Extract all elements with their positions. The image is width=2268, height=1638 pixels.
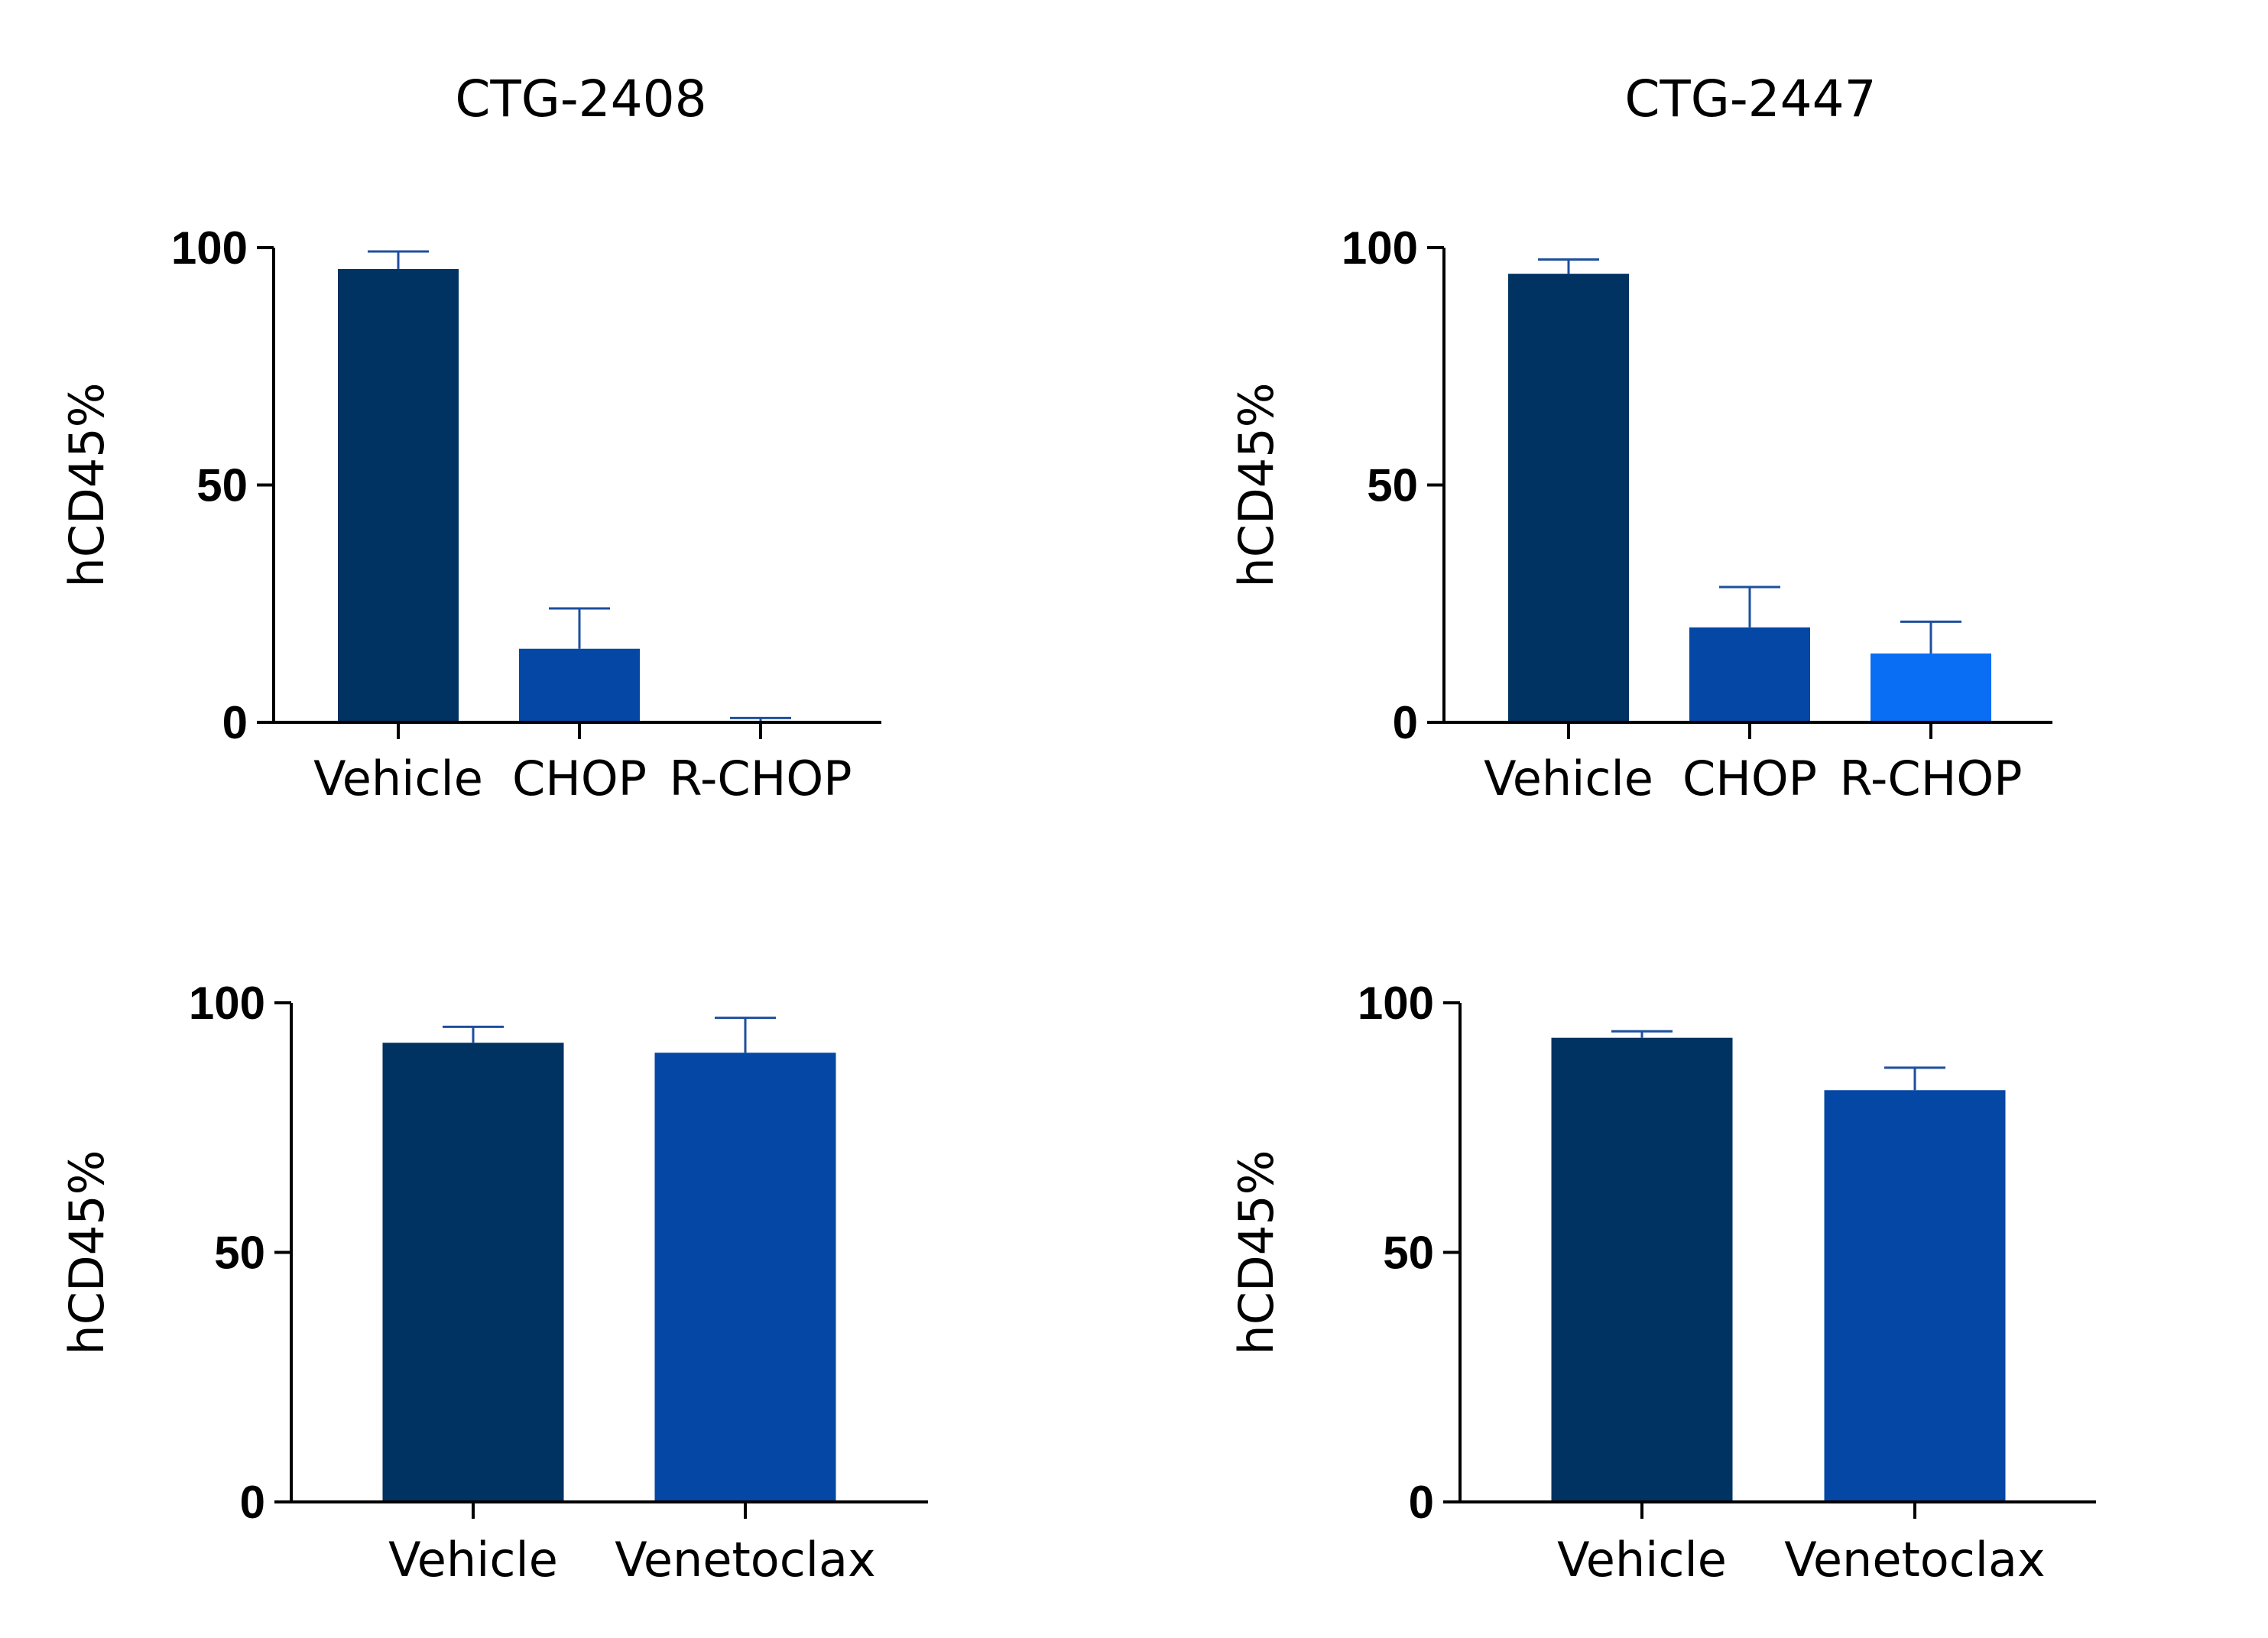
- column-title-left: CTG-2408: [455, 70, 706, 128]
- y-tick-label: 100: [171, 222, 248, 274]
- bar-venetoclax: [654, 1053, 836, 1502]
- x-tick-label-r-chop: R-CHOP: [1839, 751, 2022, 806]
- x-tick-label-vehicle: Vehicle: [388, 1532, 558, 1588]
- bar-r-chop: [1871, 653, 1991, 722]
- chart-panel-ctg2408-venetoclax: 0 50 100 Vehicle Venetoclax hCD45%: [59, 978, 928, 1588]
- y-tick-label: 50: [214, 1228, 265, 1279]
- y-tick-label: 50: [196, 460, 248, 511]
- bar-vehicle: [382, 1043, 564, 1502]
- bar-vehicle: [338, 268, 459, 722]
- y-tick-label: 50: [1383, 1228, 1434, 1279]
- x-tick-label-vehicle: Vehicle: [1557, 1532, 1727, 1588]
- x-tick-label-vehicle: Vehicle: [1484, 751, 1653, 806]
- chart-panel-ctg2447-venetoclax: 0 50 100 Vehicle Venetoclax hCD45%: [1228, 978, 2096, 1588]
- x-tick-label-venetoclax: Venetoclax: [615, 1532, 875, 1588]
- y-tick-label: 100: [189, 978, 265, 1029]
- y-tick-label: 0: [1393, 697, 1418, 748]
- y-tick-label: 100: [1358, 978, 1434, 1029]
- bar-venetoclax: [1824, 1090, 2006, 1502]
- bar-vehicle: [1551, 1037, 1733, 1502]
- bar-chop: [519, 648, 640, 722]
- column-title-right: CTG-2447: [1624, 70, 1876, 128]
- x-tick-label-venetoclax: Venetoclax: [1784, 1532, 2045, 1588]
- bar-vehicle: [1508, 274, 1629, 722]
- x-tick-label-chop: CHOP: [1682, 751, 1817, 806]
- y-axis-label: hCD45%: [1228, 382, 1284, 587]
- y-axis-label: hCD45%: [59, 1150, 115, 1354]
- x-tick-label-vehicle: Vehicle: [313, 751, 483, 806]
- y-tick-label: 100: [1342, 222, 1418, 274]
- y-axis-label: hCD45%: [1228, 1150, 1284, 1354]
- x-tick-label-r-chop: R-CHOP: [669, 751, 852, 806]
- y-axis-label: hCD45%: [59, 382, 115, 587]
- y-tick-label: 0: [240, 1477, 265, 1528]
- y-tick-label: 0: [1409, 1477, 1434, 1528]
- y-tick-label: 50: [1367, 460, 1418, 511]
- x-tick-label-chop: CHOP: [512, 751, 647, 806]
- chart-panel-ctg2447-chemo: 0 50 100 Vehicle CHOP R-CHOP hCD45%: [1228, 222, 2052, 806]
- chart-panel-ctg2408-chemo: 0 50 100 Vehicle CHOP R-CHOP hCD45%: [59, 222, 881, 806]
- bar-chop: [1689, 627, 1810, 722]
- y-tick-label: 0: [222, 697, 248, 748]
